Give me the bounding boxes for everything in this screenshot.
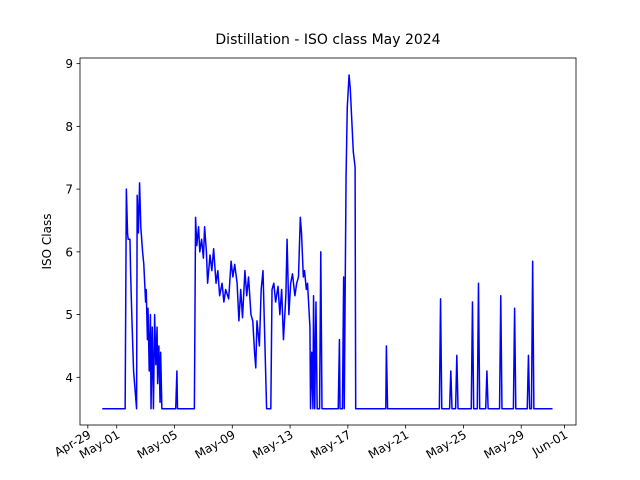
data-line [102,74,553,410]
y-tick-label: 7 [65,183,73,197]
y-tick-label: 8 [65,120,73,134]
y-tick-label: 6 [65,245,73,259]
axes-frame [79,57,577,426]
chart-title: Distillation - ISO class May 2024 [215,32,440,48]
y-axis-label: ISO Class [40,214,54,270]
y-tick-label: 9 [65,57,73,71]
y-tick-label: 4 [65,371,73,385]
y-tick-label: 5 [65,308,73,322]
